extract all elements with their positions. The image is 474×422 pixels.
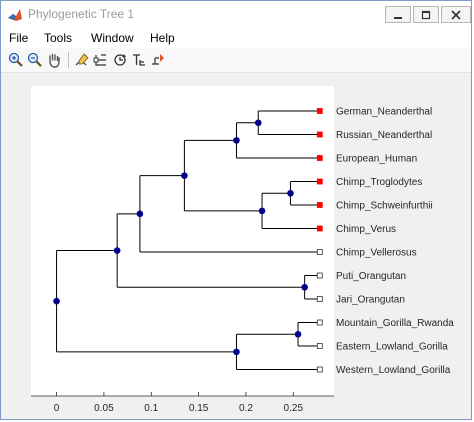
tree-leaf-marker[interactable] [316,202,323,208]
x-tick-label: 0.1 [144,403,158,414]
tree-branch-node[interactable] [136,210,144,218]
tree-leaf-label: Russian_Neanderthal [336,130,432,141]
tree-branch-node[interactable] [53,297,60,305]
tree-branch-node[interactable] [233,348,240,356]
toolbar-separator [68,52,69,68]
rename-node-icon[interactable] [130,51,148,69]
menu-window[interactable]: Window [91,31,134,45]
menu-help[interactable]: Help [150,31,175,45]
collapse-expand-icon[interactable] [92,51,110,69]
menu-tools[interactable]: Tools [44,31,73,45]
tree-leaf-marker[interactable] [316,343,323,349]
tree-leaf-marker[interactable] [316,249,323,255]
figure-area: German_Neanderthal Russian_Neanderthal Eur… [1,73,471,419]
tree-leaf-label: Eastern_Lowland_Gorilla [336,342,448,353]
tree-leaf-label: Western_Lowland_Gorilla [336,365,451,376]
close-icon [451,9,461,20]
pan-hand-icon[interactable] [45,51,63,69]
tree-leaf-marker[interactable] [316,155,323,161]
axes-background [31,86,334,396]
tree-leaf-label: Jari_Orangutan [336,295,405,306]
select-branch-icon[interactable] [73,51,91,69]
tree-leaf-label: Chimp_Troglodytes [336,177,422,188]
tree-leaf-marker[interactable] [316,225,323,232]
tree-leaf-marker[interactable] [316,108,323,114]
window-title: Phylogenetic Tree 1 [28,7,135,21]
tree-leaf-label: Puti_Orangutan [336,271,406,282]
x-tick-label: 0.25 [284,403,304,414]
tree-leaf-label: Chimp_Verus [336,224,396,235]
x-tick-label: 0.15 [189,403,209,414]
tree-leaf-label: Chimp_Vellerosus [336,248,417,259]
menu-bar: File Tools Window Help [1,28,471,48]
x-tick-label: 0.05 [94,403,114,414]
x-tick-label: 0.2 [239,403,253,414]
prune-node-icon[interactable] [149,51,167,69]
tree-branch-node[interactable] [233,137,240,144]
x-tick-label: 0 [54,403,60,414]
tree-branch-node[interactable] [113,247,121,254]
zoom-out-icon[interactable] [26,51,44,69]
maximize-button[interactable] [413,6,439,23]
minimize-icon [394,16,402,19]
tree-branch-node[interactable] [301,283,308,291]
tree-branch-node[interactable] [181,172,188,179]
tree-branch-node[interactable] [258,207,266,215]
toolbar [1,48,471,73]
tree-leaf-label: Mountain_Gorilla_Rwanda [336,318,454,329]
tree-branch-node[interactable] [294,330,302,338]
rotate-branch-icon[interactable] [111,51,129,69]
tree-leaf-marker[interactable] [316,178,323,185]
phylogenetic-tree-plot[interactable]: German_Neanderthal Russian_Neanderthal Eur… [1,73,471,419]
zoom-in-icon[interactable] [7,51,25,69]
tree-leaf-marker[interactable] [316,296,323,302]
maximize-icon [421,10,431,19]
menu-file[interactable]: File [9,31,29,45]
tree-branch-node[interactable] [254,119,262,127]
minimize-button[interactable] [385,6,411,23]
tree-leaf-marker[interactable] [316,131,323,138]
tree-branch-node[interactable] [287,189,294,197]
tree-leaf-marker[interactable] [316,366,323,373]
matlab-icon [7,7,23,23]
tree-leaf-label: European_Human [336,154,417,165]
title-bar[interactable]: Phylogenetic Tree 1 [1,1,471,28]
tree-leaf-label: German_Neanderthal [336,107,432,118]
close-button[interactable] [441,6,471,23]
tree-leaf-marker[interactable] [316,319,323,326]
tree-leaf-label: Chimp_Schweinfurthii [336,201,433,212]
tree-leaf-marker[interactable] [316,272,323,279]
